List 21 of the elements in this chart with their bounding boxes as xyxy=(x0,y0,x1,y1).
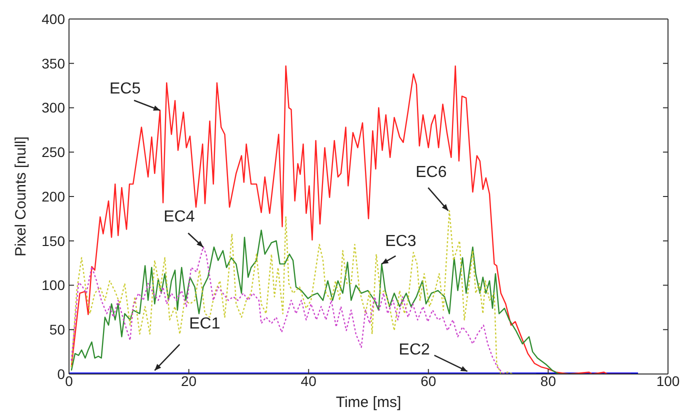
annotation: EC3 xyxy=(385,233,416,250)
annotation: EC6 xyxy=(416,164,447,181)
annotation: EC2 xyxy=(398,342,430,359)
y-tick-label: 50 xyxy=(49,322,66,338)
y-tick-label: 200 xyxy=(42,188,66,204)
y-tick-label: 150 xyxy=(42,232,66,249)
x-tick-label: 60 xyxy=(420,372,436,389)
y-tick-label: 350 xyxy=(42,55,66,72)
x-axis-title: Time [ms] xyxy=(336,394,402,411)
annotation: EC4 xyxy=(164,208,195,226)
x-tick-label: 20 xyxy=(181,372,197,389)
y-tick-label: 250 xyxy=(42,144,66,160)
x-tick-label: 80 xyxy=(540,372,556,389)
y-axis-title: Pixel Counts [null] xyxy=(12,136,30,257)
x-tick-label: 40 xyxy=(300,372,317,389)
y-tick-label: 300 xyxy=(42,100,66,116)
annotation: EC1 xyxy=(189,316,220,333)
y-tick-label: 400 xyxy=(42,10,66,27)
annotation: EC5 xyxy=(109,80,141,98)
x-tick-label: 100 xyxy=(656,372,680,389)
y-tick-label: 100 xyxy=(42,277,66,294)
